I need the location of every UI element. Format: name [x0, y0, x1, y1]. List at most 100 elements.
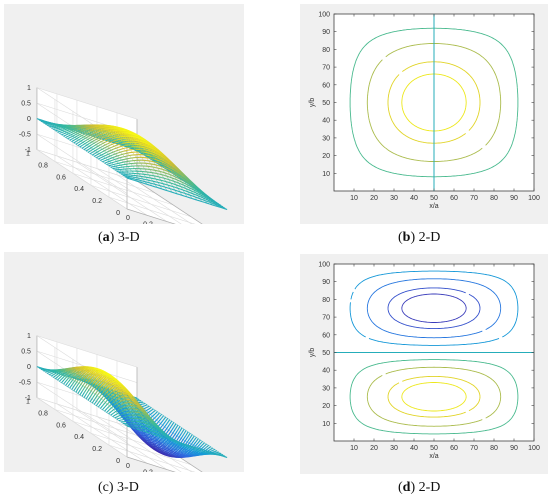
surface-mesh-segment: [140, 151, 146, 154]
surface-mesh-segment: [135, 143, 141, 150]
surface-mesh-segment: [183, 450, 189, 453]
surface-line-segment: [151, 172, 155, 174]
surface-line-segment: [180, 188, 184, 191]
surface-mesh-segment: [76, 126, 82, 129]
surface-line-segment: [157, 184, 161, 187]
contour-level: [387, 287, 481, 330]
surface-mesh-segment: [140, 405, 146, 410]
surface-line-segment: [98, 154, 102, 157]
surface-mesh-segment: [152, 447, 158, 452]
surface-mesh-segment: [41, 369, 47, 373]
surface-line-segment: [173, 441, 178, 445]
surface-line-segment: [120, 161, 124, 164]
surface-mesh-segment: [186, 182, 192, 186]
surface-line-segment: [125, 175, 129, 177]
surface-line-segment: [80, 367, 84, 370]
surface-line-segment: [108, 134, 112, 137]
floor-grid-line: [116, 174, 193, 224]
surface-line-segment: [167, 184, 171, 187]
surface-line-segment: [152, 413, 156, 417]
surface-mesh-segment: [80, 370, 86, 372]
surface-mesh-segment: [87, 133, 93, 137]
surface-mesh-segment: [161, 450, 167, 454]
x-tick-label: 100: [528, 445, 540, 452]
surface-mesh-segment: [82, 136, 88, 140]
surface-line-segment: [202, 197, 206, 200]
surface-mesh-segment: [181, 427, 187, 432]
surface-line-segment: [110, 151, 114, 154]
surface-mesh-segment: [147, 173, 153, 181]
surface-line-segment: [204, 451, 208, 454]
surface-line-segment: [48, 373, 52, 376]
surface-mesh-segment: [126, 400, 132, 408]
caption-b-text: 2-D: [415, 230, 441, 245]
surface-line-segment: [100, 376, 104, 380]
surface-mesh-segment: [50, 370, 56, 373]
surface-line-segment: [73, 381, 78, 387]
surface-line-segment: [111, 133, 115, 136]
surface-line-segment: [185, 190, 189, 193]
surface-line-segment: [168, 181, 172, 184]
surface-line-segment: [93, 144, 97, 147]
surface-mesh-segment: [147, 443, 153, 448]
surface-line-segment: [173, 183, 177, 186]
surface-mesh-segment: [51, 370, 57, 372]
surface-mesh-segment: [86, 151, 92, 155]
surface-mesh-segment: [126, 400, 132, 405]
surface-mesh-segment: [61, 369, 66, 372]
surface-mesh-segment: [189, 451, 195, 453]
surface-mesh-segment: [95, 394, 101, 399]
surface-mesh-segment: [71, 372, 77, 375]
surface-mesh-segment: [136, 422, 142, 427]
surface-line-segment: [104, 383, 108, 387]
surface-line-segment: [59, 129, 63, 132]
surface-mesh-segment: [131, 411, 137, 416]
surface-mesh-segment: [73, 380, 79, 384]
surface-line-segment: [65, 369, 69, 372]
surface-line-segment: [60, 372, 64, 376]
surface-line-segment: [67, 134, 71, 137]
surface-mesh-segment: [176, 173, 182, 177]
surface-line-segment: [117, 402, 121, 408]
surface-line-segment: [93, 154, 97, 157]
surface-mesh-segment: [104, 157, 110, 162]
surface-line-segment: [80, 128, 84, 131]
surface-line-segment: [84, 382, 88, 388]
surface-mesh-segment: [172, 432, 178, 437]
surface-mesh-segment: [111, 376, 117, 380]
surface-mesh-segment: [104, 127, 110, 129]
surface-mesh-segment: [108, 125, 114, 127]
surface-mesh-segment: [158, 429, 164, 434]
surface-line-segment: [154, 186, 158, 188]
surface-line-segment: [149, 182, 153, 185]
surface-mesh-segment: [138, 138, 144, 141]
surface-line-segment: [197, 443, 201, 448]
surface-mesh-segment: [138, 406, 144, 414]
y-tick-label: 0.4: [74, 434, 84, 441]
surface-line-segment: [149, 437, 154, 443]
surface-line-segment: [110, 409, 114, 413]
surface-line-segment: [170, 182, 174, 185]
surface-line-segment: [152, 409, 156, 413]
surface-line-segment: [183, 184, 187, 187]
surface-line-segment: [94, 375, 98, 379]
surface-line-segment: [156, 443, 160, 449]
surface-line-segment: [118, 400, 122, 403]
surface-mesh-segment: [159, 412, 165, 417]
surface-line-segment: [109, 398, 113, 402]
surface-mesh-segment: [158, 162, 164, 166]
surface-line-segment: [146, 431, 150, 434]
surface-mesh-segment: [140, 417, 146, 422]
surface-mesh-segment: [190, 433, 196, 437]
surface-line-segment: [136, 180, 140, 183]
surface-line-segment: [181, 194, 185, 197]
surface-line-segment: [157, 170, 160, 172]
floor-grid-line: [96, 168, 182, 224]
surface-mesh-segment: [105, 396, 111, 403]
y-tick-label: 0: [116, 210, 120, 217]
surface-line-segment: [176, 431, 180, 437]
surface-mesh-segment: [118, 414, 124, 419]
surface-mesh-segment: [134, 426, 140, 434]
surface-line-segment: [101, 386, 106, 390]
surface-line-segment: [185, 431, 189, 437]
